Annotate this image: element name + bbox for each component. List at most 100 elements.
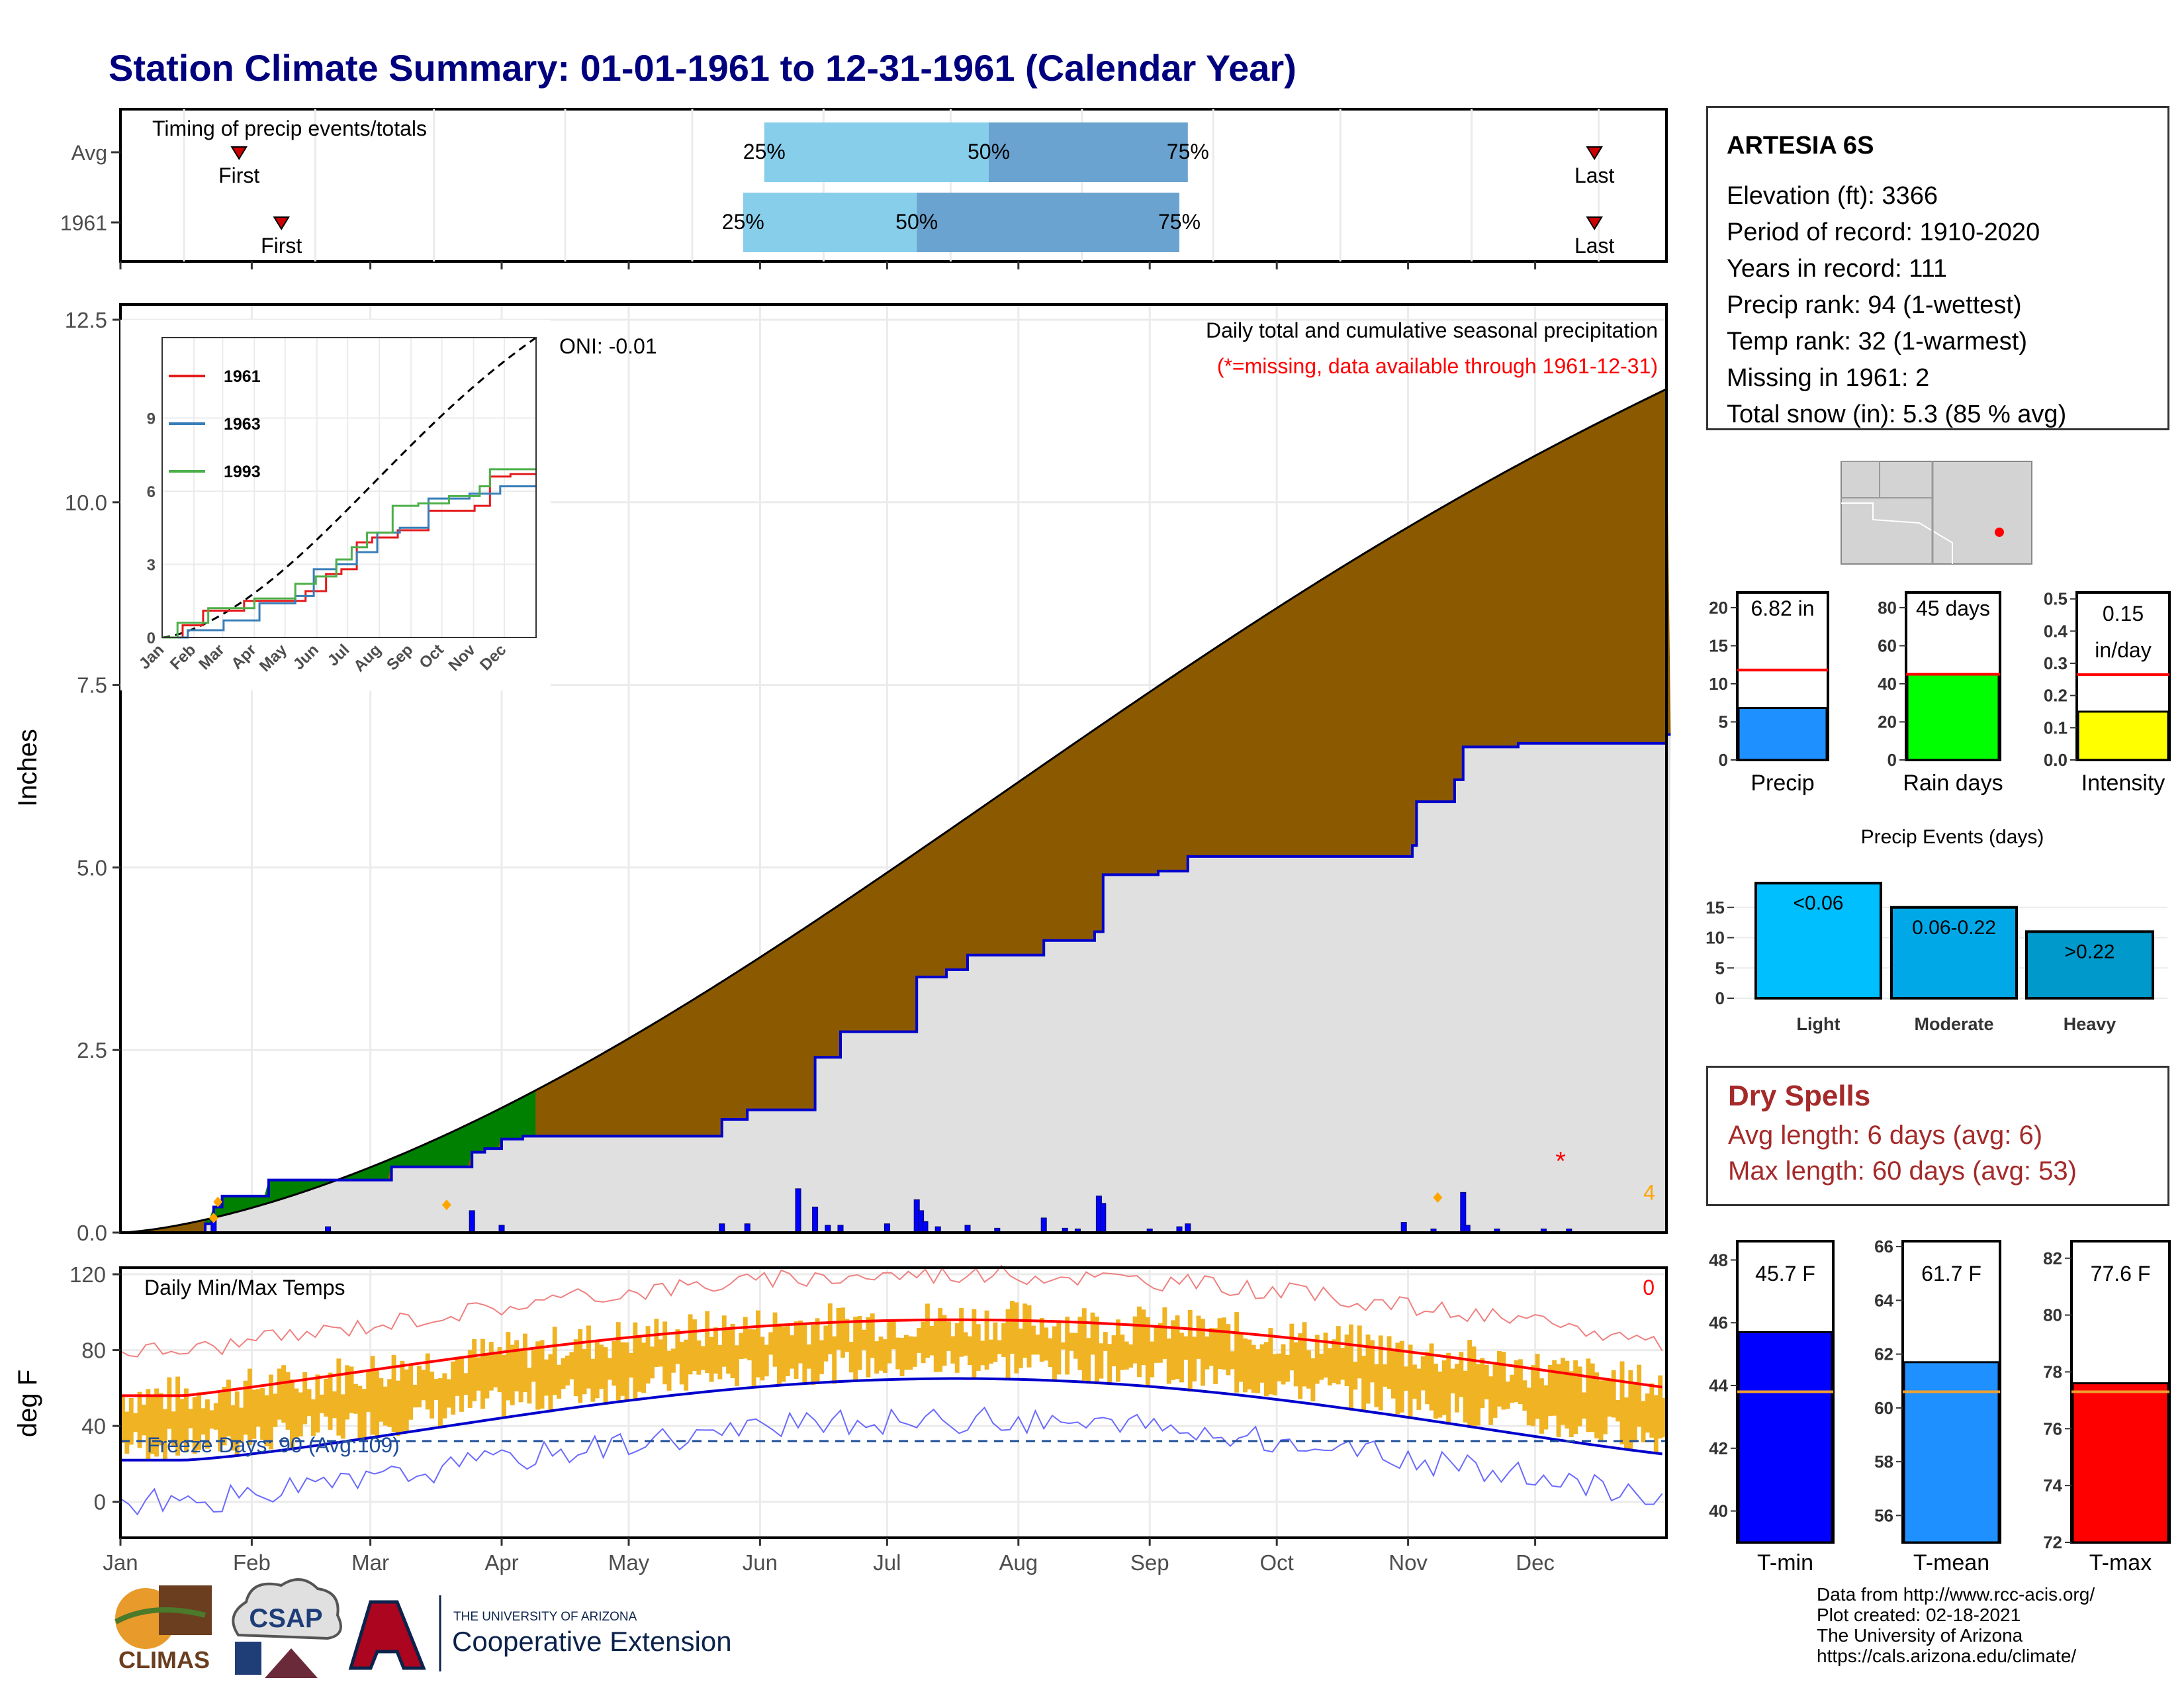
daily-temp-bar bbox=[1044, 1327, 1049, 1361]
timing-first-label: First bbox=[261, 234, 302, 258]
daily-temp-bar bbox=[379, 1378, 384, 1422]
daily-temp-bar bbox=[1213, 1328, 1218, 1384]
csap-logo-text: CSAP bbox=[249, 1604, 322, 1633]
daily-temp-bar bbox=[1001, 1323, 1007, 1357]
daily-temp-bar bbox=[544, 1359, 549, 1396]
ua-logo-small-text: THE UNIVERSITY OF ARIZONA bbox=[453, 1610, 637, 1624]
daily-temp-bar bbox=[290, 1379, 295, 1450]
daily-temp-bar bbox=[1065, 1317, 1070, 1375]
daily-temp-bar bbox=[1539, 1378, 1544, 1434]
daily-temp-bar bbox=[539, 1340, 545, 1409]
daily-temp-bar bbox=[675, 1329, 680, 1364]
daily-temp-bar bbox=[154, 1388, 159, 1457]
daily-temp-bar bbox=[739, 1333, 744, 1360]
events-bar bbox=[2025, 930, 2154, 1000]
daily-temp-bar bbox=[1124, 1341, 1129, 1370]
daily-temp-bar bbox=[1662, 1397, 1667, 1438]
daily-temp-bar bbox=[459, 1356, 464, 1412]
station-precip-rank: Precip rank: 94 (1-wettest) bbox=[1727, 291, 2022, 319]
daily-temp-bar bbox=[150, 1395, 155, 1454]
mini-bar-y-tick: 0.5 bbox=[2044, 589, 2068, 609]
daily-temp-bar bbox=[1586, 1358, 1591, 1432]
dry-spells-max: Max length: 60 days (avg: 53) bbox=[1728, 1156, 2077, 1186]
daily-temp-bar bbox=[535, 1341, 541, 1410]
map-state-line bbox=[1841, 461, 1880, 498]
daily-temp-bar bbox=[1569, 1371, 1574, 1437]
daily-temp-bar bbox=[1476, 1364, 1480, 1426]
daily-temp-bar bbox=[306, 1389, 312, 1417]
mini-bar-label: Intensity bbox=[2081, 771, 2165, 796]
daily-temp-bar bbox=[1582, 1392, 1586, 1419]
daily-temp-bar bbox=[1230, 1351, 1235, 1370]
daily-temp-bar bbox=[1103, 1332, 1108, 1351]
mini-bar-value: 6.82 in bbox=[1751, 596, 1814, 620]
daily-precip-bar bbox=[1100, 1203, 1107, 1233]
month-label: Dec bbox=[1516, 1550, 1555, 1575]
daily-temp-bar bbox=[370, 1356, 375, 1435]
y-tick-label: 2.5 bbox=[77, 1038, 107, 1062]
temp-bar-label: T-min bbox=[1757, 1550, 1813, 1575]
daily-temp-bar bbox=[197, 1392, 202, 1450]
snow-marker bbox=[213, 1196, 223, 1207]
daily-temp-bar bbox=[565, 1355, 570, 1386]
daily-temp-bar bbox=[1005, 1309, 1011, 1378]
daily-temp-bar bbox=[1619, 1361, 1625, 1445]
daily-temp-bar bbox=[1069, 1333, 1074, 1351]
daily-temp-bar bbox=[1598, 1380, 1604, 1442]
daily-temp-bar bbox=[730, 1323, 735, 1378]
daily-temp-bar bbox=[1208, 1328, 1214, 1366]
daily-temp-bar bbox=[1420, 1356, 1426, 1391]
temp-bars: 40 42 44 46 48 45.7 F T-min 56 58 60 62 64 66 61.7 F T… bbox=[1709, 1237, 2171, 1575]
mini-bar-y-tick: 20 bbox=[1709, 598, 1728, 618]
timing-25-label: 25% bbox=[743, 140, 786, 164]
daily-temp-bar bbox=[671, 1348, 676, 1373]
daily-temp-bar bbox=[357, 1385, 363, 1440]
timing-50-label: 50% bbox=[968, 140, 1010, 164]
daily-temp-bar bbox=[1277, 1353, 1282, 1382]
daily-temp-bar bbox=[1251, 1344, 1256, 1393]
daily-temp-bar bbox=[163, 1409, 167, 1460]
mini-bar-y-tick: 0.3 bbox=[2044, 653, 2068, 673]
temp-bar-y-tick: 72 bbox=[2043, 1532, 2062, 1552]
daily-temp-bar bbox=[764, 1344, 769, 1377]
daily-temp-bar bbox=[1370, 1340, 1375, 1383]
temp-bar-label: T-max bbox=[2089, 1550, 2152, 1575]
station-info-box: ARTESIA 6S Elevation (ft): 3366 Period o… bbox=[1706, 106, 2169, 430]
daily-temp-bar bbox=[430, 1371, 435, 1419]
precip-avg-line bbox=[120, 388, 1667, 1234]
temp-y-tick: 0 bbox=[94, 1490, 106, 1515]
daily-temp-bar bbox=[294, 1388, 299, 1438]
daily-temp-bar bbox=[688, 1314, 693, 1375]
snow-count: 4 bbox=[1643, 1180, 1655, 1204]
daily-temp-bar bbox=[1077, 1317, 1083, 1370]
daily-temp-bar bbox=[1150, 1341, 1155, 1378]
daily-temp-bar bbox=[620, 1342, 625, 1396]
daily-temp-bar bbox=[1556, 1364, 1561, 1437]
events-bar-label: 0.06-0.22 bbox=[1912, 917, 1996, 939]
precip-note: Daily total and cumulative seasonal prec… bbox=[1206, 318, 1658, 342]
inset-avg-line bbox=[161, 336, 537, 639]
mini-bar-y-tick: 0.4 bbox=[2044, 621, 2068, 641]
daily-temp-bar bbox=[1323, 1333, 1328, 1378]
daily-temp-bar bbox=[332, 1391, 337, 1419]
daily-temp-bar bbox=[387, 1379, 392, 1427]
daily-precip-bar bbox=[469, 1210, 475, 1233]
daily-temp-bar bbox=[298, 1392, 303, 1437]
temp-bar-y-tick: 58 bbox=[1874, 1452, 1893, 1472]
daily-temp-bar bbox=[709, 1336, 714, 1382]
month-label: Sep bbox=[1130, 1550, 1169, 1575]
daily-temp-bar bbox=[968, 1336, 972, 1366]
daily-temp-bar bbox=[692, 1319, 697, 1372]
mini-bar-value: 0.15 bbox=[2103, 602, 2144, 626]
daily-temp-bar bbox=[269, 1374, 273, 1450]
month-label: Feb bbox=[233, 1550, 271, 1575]
daily-temp-bar bbox=[760, 1336, 765, 1381]
daily-temp-bar bbox=[1154, 1326, 1159, 1363]
freeze-days-label: Freeze Days: 90 (Avg:109) bbox=[147, 1433, 400, 1457]
daily-temp-bar bbox=[319, 1394, 324, 1413]
events-title: Precip Events (days) bbox=[1861, 826, 2044, 848]
daily-temp-bar bbox=[929, 1325, 934, 1356]
daily-temp-bar bbox=[772, 1312, 778, 1367]
daily-temp-bar bbox=[328, 1372, 333, 1430]
